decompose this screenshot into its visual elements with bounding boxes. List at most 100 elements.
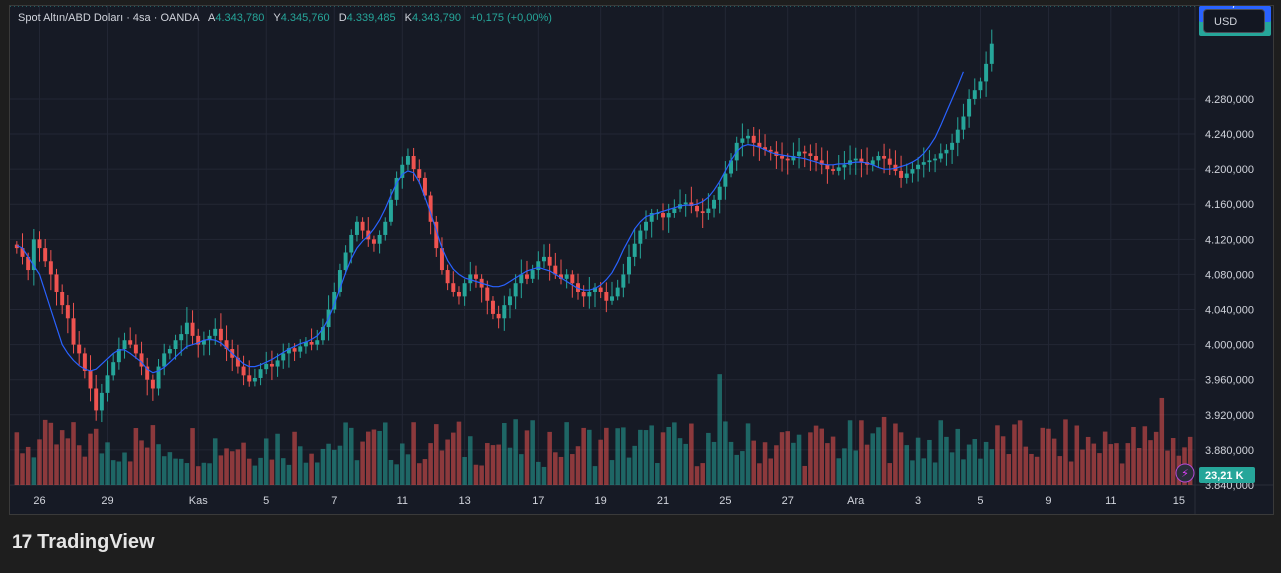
candle [275,360,280,367]
volume-bar [791,442,796,485]
price-tick-label: 4.200,000 [1205,164,1254,176]
volume-bar [383,422,388,485]
volume-bar [700,463,705,485]
volume-bar [507,447,513,485]
lightning-icon[interactable] [1175,463,1195,483]
candle [921,162,926,165]
candle [876,155,881,161]
volume-bar [609,460,615,485]
time-tick-label: 11 [397,495,408,507]
volume-bar [547,431,552,485]
time-tick-label: 27 [782,495,794,507]
candle [910,169,915,174]
price-tick-label: 4.080,000 [1205,269,1254,281]
candle [615,287,620,297]
candle [173,340,178,350]
price-tick-label: 4.040,000 [1205,305,1254,317]
candle [780,155,785,159]
volume-bar [42,419,48,485]
candle [162,353,167,367]
candle [513,283,518,297]
currency-button[interactable]: USD [1203,9,1265,33]
volume-bar [1000,436,1006,485]
volume-bar [1119,463,1125,485]
volume-bar [1029,453,1034,485]
volume-bar [496,444,501,485]
candle [156,366,161,389]
candle [859,158,864,163]
price-tick-label: 4.120,000 [1205,234,1254,246]
volume-bar [48,422,54,485]
candlestick-chart[interactable]: 4.280,000 4.240,000 4.200,000 4.160,000 4.12… [10,6,1273,514]
volume-bar [320,448,326,485]
candle [383,221,388,235]
symbol-title: Spot Altın/ABD Doları · 4sa · OANDA [18,12,199,24]
volume-bar [411,422,416,485]
ma-price-value: 4.311,580 [1205,6,1253,9]
volume-bar [394,464,399,485]
tradingview-logo[interactable]: 17 TradingView [12,531,155,554]
volume-bar [808,432,813,485]
volume-bar [536,461,541,485]
price-tick-label: 4.240,000 [1205,129,1254,141]
volume-bar [910,460,915,485]
volume-bar [632,445,637,485]
low-value: 4.339,485 [346,12,396,24]
candle [621,274,626,288]
volume-bar [263,438,269,485]
candle [122,340,127,350]
volume-bar [740,451,745,485]
candle [213,328,218,336]
chart-pane[interactable]: 4.280,000 4.240,000 4.200,000 4.160,000 4.12… [9,5,1274,515]
candle [349,234,354,253]
time-tick-label: 9 [1045,495,1051,507]
candle [933,158,938,161]
candle [354,221,359,235]
candle [315,340,320,345]
candle [388,199,393,222]
candle [43,248,48,262]
price-tick-label: 3.920,000 [1205,410,1254,422]
volume-bar [785,431,790,485]
volume-bar [224,448,229,485]
candle [371,239,376,244]
candle [530,270,535,279]
time-tick-label: 21 [657,495,669,507]
time-tick-label: 17 [532,495,544,507]
time-tick-label: Ara [847,495,865,507]
volume-bar [122,452,127,485]
volume-bar [54,444,59,485]
volume-bar [955,428,961,485]
candle [524,274,529,279]
volume-bar [802,465,807,485]
volume-bar [1159,397,1165,485]
volume-bar [1165,450,1170,485]
price-tick-label: 3.960,000 [1205,375,1254,387]
candle [785,158,790,161]
volume-bar [796,434,802,485]
candle [485,287,490,301]
volume-bar [184,463,190,485]
volume-bar [825,443,830,485]
volume-bar [745,423,751,485]
volume-bar [218,455,224,485]
high-value: 4.345,760 [280,12,330,24]
candle [247,375,252,382]
volume-bar [417,463,422,485]
volume-bar [615,428,620,485]
candle [258,369,263,378]
moving-average-line [16,71,964,374]
volume-bar [853,450,859,485]
volume-bar [598,439,603,485]
volume-bar [575,446,581,485]
volume-bar [978,458,983,485]
candle [60,291,65,306]
volume-bar [1074,425,1080,485]
volume-bar [371,429,377,485]
volume-bar [212,438,218,485]
volume-bar [173,458,178,485]
volume-bar [456,421,462,485]
volume-bar [683,443,688,485]
volume-bar [20,453,25,485]
candle [649,213,654,222]
